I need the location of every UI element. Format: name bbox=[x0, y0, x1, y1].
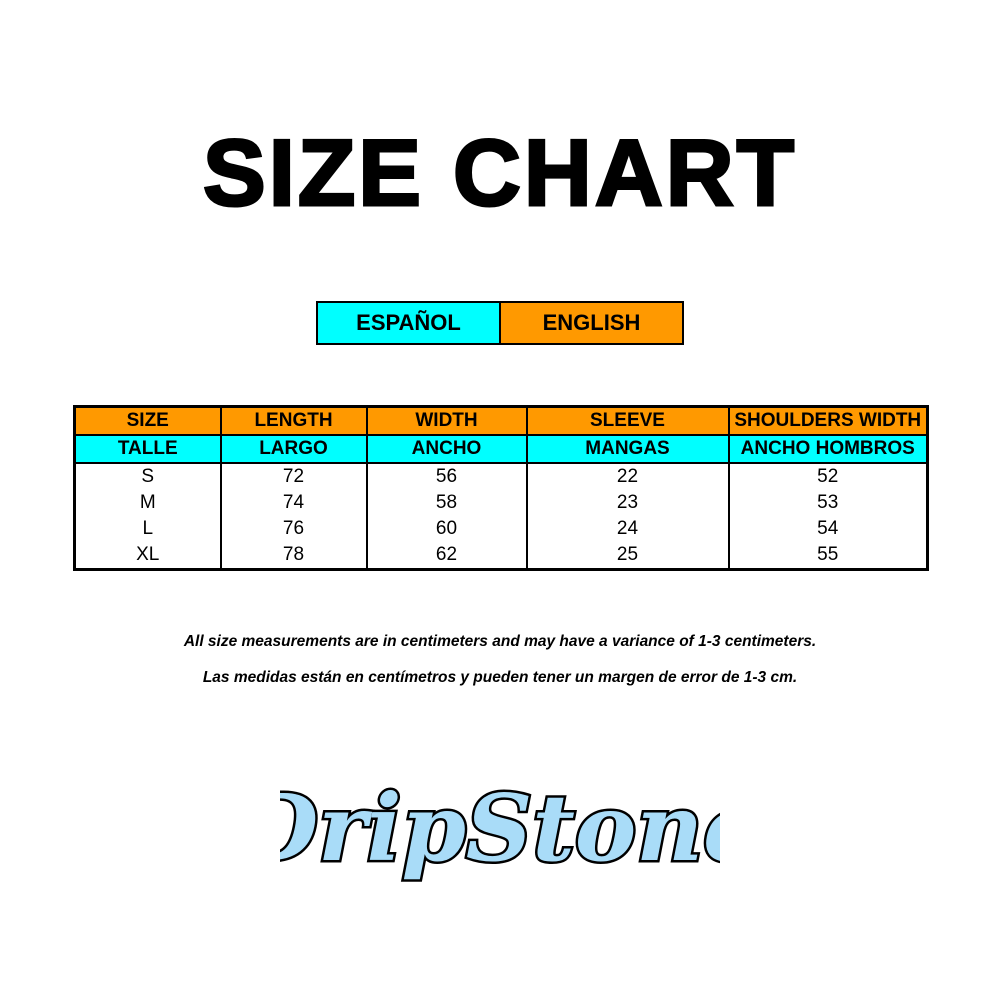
legend-english: ENGLISH bbox=[501, 303, 682, 343]
header-cell: TALLE bbox=[73, 434, 222, 464]
header-cell: LARGO bbox=[219, 434, 368, 464]
table-cell: 22 bbox=[525, 463, 730, 490]
table-cell: 52 bbox=[727, 463, 929, 490]
header-row-spanish: TALLE LARGO ANCHO MANGAS ANCHO HOMBROS bbox=[73, 434, 929, 464]
table-cell: 62 bbox=[365, 542, 528, 570]
table-cell: 23 bbox=[525, 490, 730, 516]
table-cell: 25 bbox=[525, 542, 730, 570]
size-table: SIZE LENGTH WIDTH SLEEVE SHOULDERS WIDTH… bbox=[73, 405, 929, 571]
header-cell: SLEEVE bbox=[525, 405, 730, 436]
logo-lettering: DripStone bbox=[280, 774, 720, 882]
language-legend: ESPAÑOL ENGLISH bbox=[316, 301, 684, 345]
table-cell: 54 bbox=[727, 516, 929, 542]
page-title: SIZE CHART bbox=[202, 119, 797, 227]
table-cell: 53 bbox=[727, 490, 929, 516]
header-cell: SHOULDERS WIDTH bbox=[727, 405, 929, 436]
table-cell: 60 bbox=[365, 516, 528, 542]
table-cell: 56 bbox=[365, 463, 528, 490]
header-cell: LENGTH bbox=[219, 405, 368, 436]
table-cell: 58 bbox=[365, 490, 528, 516]
table-cell: 74 bbox=[219, 490, 368, 516]
table-cell: 72 bbox=[219, 463, 368, 490]
table-cell: 78 bbox=[219, 542, 368, 570]
dripstone-logo: DripStone bbox=[280, 772, 720, 885]
header-cell: WIDTH bbox=[365, 405, 528, 436]
table-cell: S bbox=[73, 463, 222, 490]
table-row: XL 78 62 25 55 bbox=[73, 542, 929, 570]
header-cell: ANCHO HOMBROS bbox=[727, 434, 929, 464]
table-cell: 55 bbox=[727, 542, 929, 570]
table-cell: M bbox=[73, 490, 222, 516]
table-cell: 76 bbox=[219, 516, 368, 542]
header-cell: SIZE bbox=[73, 405, 222, 436]
table-cell: 24 bbox=[525, 516, 730, 542]
table-row: S 72 56 22 52 bbox=[73, 463, 929, 490]
header-cell: MANGAS bbox=[525, 434, 730, 464]
legend-spanish: ESPAÑOL bbox=[318, 303, 501, 343]
table-cell: L bbox=[73, 516, 222, 542]
header-cell: ANCHO bbox=[365, 434, 528, 464]
note-spanish: Las medidas están en centímetros y puede… bbox=[202, 669, 798, 686]
table-cell: XL bbox=[73, 542, 222, 570]
table-row: M 74 58 23 53 bbox=[73, 490, 929, 516]
note-english: All size measurements are in centimeters… bbox=[183, 633, 817, 650]
header-row-english: SIZE LENGTH WIDTH SLEEVE SHOULDERS WIDTH bbox=[73, 405, 929, 436]
table-row: L 76 60 24 54 bbox=[73, 516, 929, 542]
